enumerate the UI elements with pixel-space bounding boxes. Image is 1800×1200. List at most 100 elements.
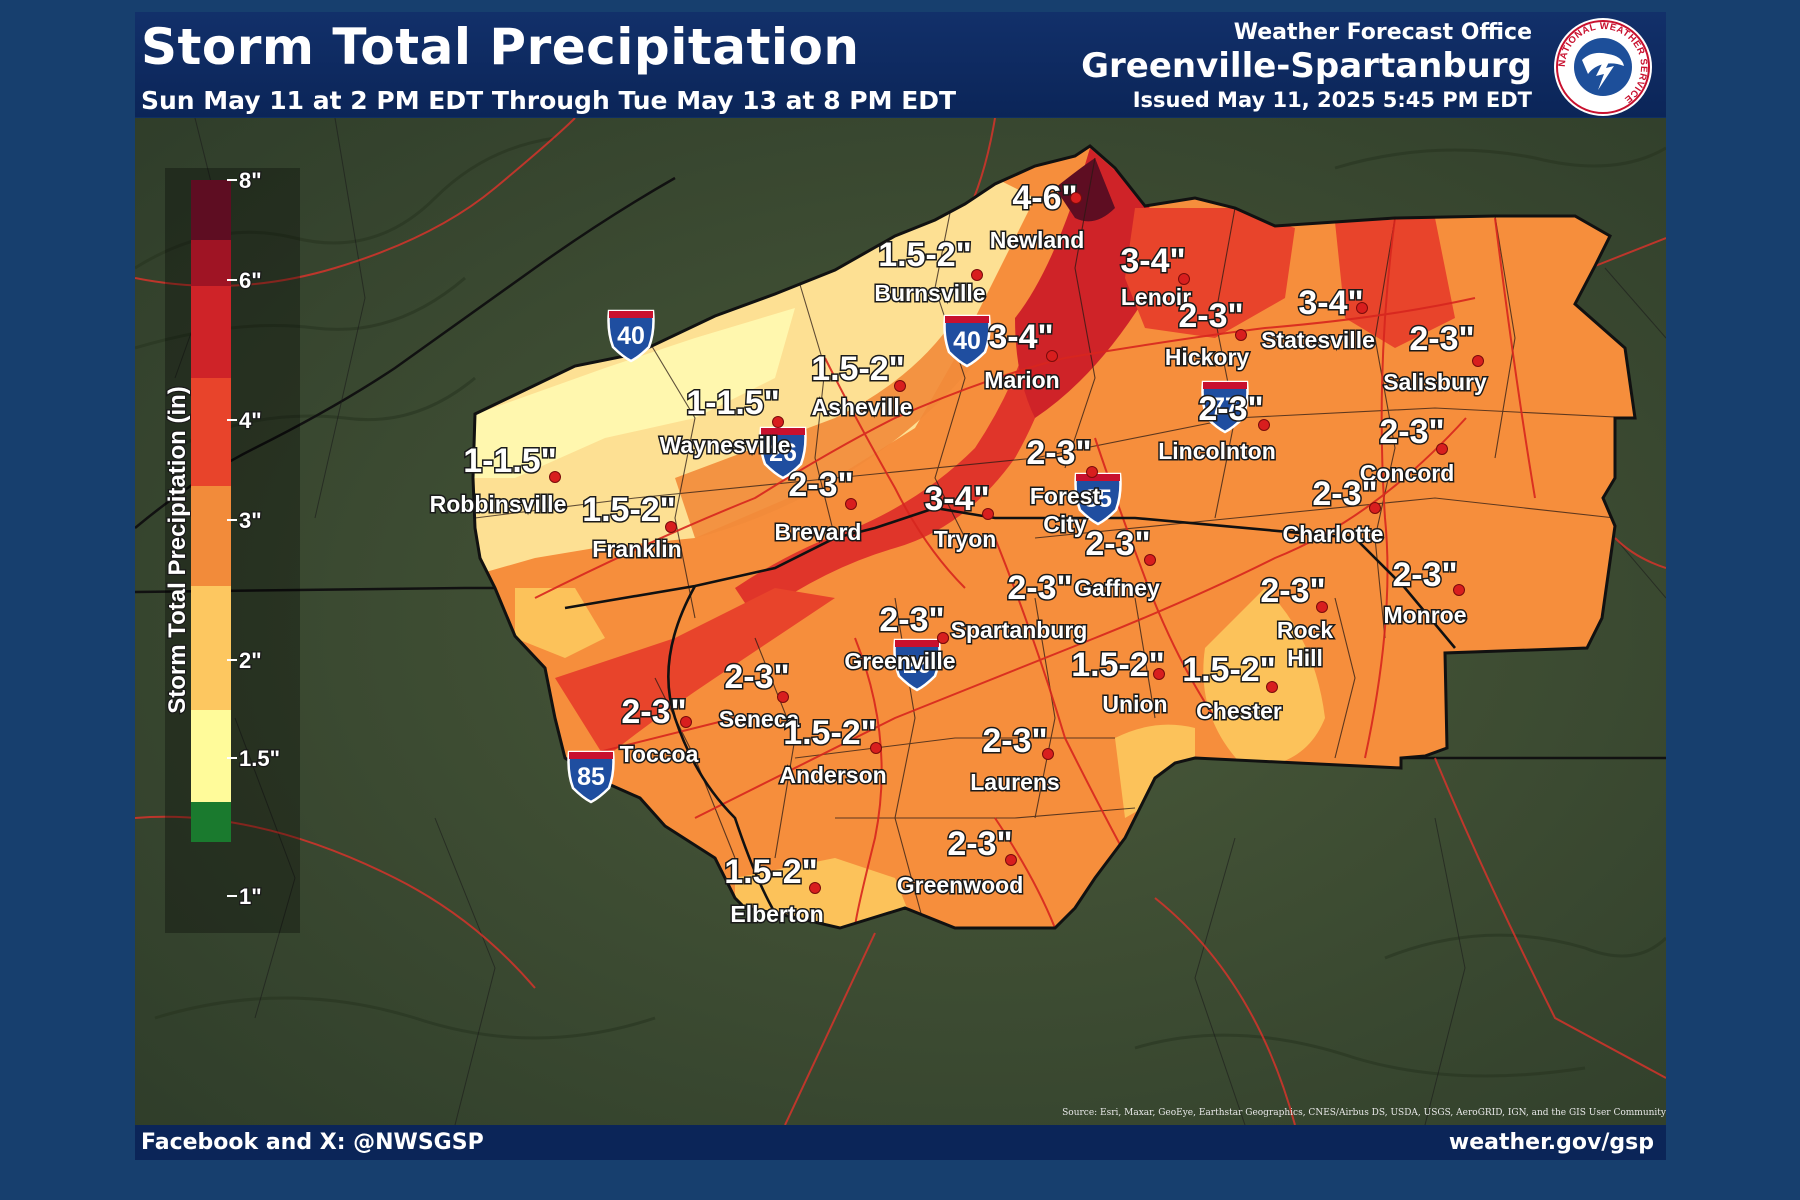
interstate-40-west-number: 40: [617, 322, 645, 350]
legend-tick-1: 6": [239, 268, 262, 293]
laurens-precip-range: 2-3": [982, 722, 1047, 760]
location-gaffney: 2-3" Gaffney: [1073, 524, 1162, 603]
interstate-85-west-shield-icon: 85: [567, 750, 615, 804]
interstate-26-south-number: 26: [903, 651, 931, 679]
location-laurens: 2-3" Laurens: [969, 721, 1061, 797]
brevard-city-name: Brevard: [775, 519, 862, 545]
asheville-precip-range: 1.5-2": [811, 350, 905, 388]
county-lines: [474, 157, 1635, 928]
location-salisbury: 2-3" Salisbury: [1382, 319, 1489, 397]
concord-city-name: Concord: [1360, 460, 1455, 486]
robbinsville-city-marker-icon: [549, 471, 561, 483]
legend-tick-4: 2": [239, 648, 262, 673]
location-spartanburg: 2-3" Spartanburg: [937, 568, 1089, 645]
lenoir-city-marker-icon: [1178, 273, 1190, 285]
marion-precip-range: 3-4": [988, 318, 1053, 356]
website-link[interactable]: weather.gov/gsp: [1448, 1130, 1654, 1155]
location-charlotte: 2-3" Charlotte: [1281, 474, 1385, 549]
location-hickory: 2-3" Hickory: [1163, 296, 1251, 372]
rock-hill-precip-range: 2-3": [1260, 572, 1325, 610]
monroe-city-marker-icon: [1453, 584, 1465, 596]
legend-color-6: [191, 710, 231, 802]
lincolnton-city-marker-icon: [1258, 419, 1270, 431]
salisbury-city-name: Salisbury: [1383, 369, 1487, 395]
toccoa-city-marker-icon: [680, 716, 692, 728]
map-source-credit: Source: Esri, Maxar, GeoEye, Earthstar G…: [1062, 1108, 1666, 1118]
gaffney-city-marker-icon: [1144, 554, 1156, 566]
tryon-city-name: Tryon: [934, 526, 997, 552]
legend-title: Storm Total Precipitation (in): [164, 386, 191, 714]
social-handle[interactable]: Facebook and X: @NWSGSP: [141, 1130, 484, 1155]
forecast-area-outline: [471, 144, 1637, 930]
greenville-city-name: Greenville: [844, 648, 955, 674]
location-concord: 2-3" Concord: [1358, 412, 1456, 488]
location-union: 1.5-2" Union: [1070, 645, 1169, 719]
interstate-77-shield-icon: 77: [1201, 380, 1249, 434]
graphic-frame: Storm Total Precipitation Sun May 11 at …: [135, 12, 1666, 1160]
charlotte-city-marker-icon: [1369, 502, 1381, 514]
waynesville-precip-range: 1-1.5": [686, 384, 780, 422]
anderson-precip-range: 1.5-2": [783, 714, 877, 752]
location-elberton: 1.5-2" Elberton: [723, 852, 825, 929]
location-rock-hill: 2-3" Rock Hill: [1259, 571, 1335, 673]
location-labels: 4-6"Newland1.5-2"Burnsville3-4"Lenoir2-3…: [428, 178, 1489, 929]
burnsville-precip-range: 1.5-2": [878, 236, 972, 274]
legend: Storm Total Precipitation (in) 8" 6" 4" 3" 2…: [163, 167, 300, 933]
laurens-city-name: Laurens: [970, 769, 1059, 795]
anderson-city-marker-icon: [870, 742, 882, 754]
charlotte-city-name: Charlotte: [1283, 521, 1384, 547]
statesville-city-marker-icon: [1356, 302, 1368, 314]
page-title: Storm Total Precipitation: [141, 18, 860, 76]
location-newland: 4-6" Newland: [988, 178, 1086, 255]
interstate-40-east-number: 40: [953, 327, 981, 355]
burnsville-city-name: Burnsville: [874, 280, 985, 306]
location-tryon: 3-4" Tryon: [923, 479, 998, 554]
rock-hill-city-marker-icon: [1316, 601, 1328, 613]
location-forest-city: 2-3" Forest City: [1025, 433, 1102, 539]
concord-city-marker-icon: [1436, 443, 1448, 455]
forest-city-city-name: Forest City: [1030, 483, 1101, 537]
location-chester: 1.5-2" Chester: [1181, 650, 1284, 726]
salisbury-precip-range: 2-3": [1409, 320, 1474, 358]
legend-tick-2: 4": [239, 408, 262, 433]
monroe-city-name: Monroe: [1383, 602, 1466, 628]
legend-color-5: [191, 586, 231, 710]
elberton-city-name: Elberton: [730, 901, 823, 927]
location-asheville: 1.5-2" Asheville: [810, 349, 914, 422]
legend-color-1: [191, 240, 231, 286]
toccoa-precip-range: 2-3": [621, 693, 686, 731]
location-brevard: 2-3" Brevard: [773, 465, 863, 547]
office-name: Greenville-Spartanburg: [1081, 46, 1532, 86]
interstate-26-north-number: 26: [769, 439, 797, 467]
union-city-marker-icon: [1153, 668, 1165, 680]
chester-precip-range: 1.5-2": [1182, 651, 1276, 689]
legend-color-0: [191, 180, 231, 240]
interstate-26-north-shield-icon: 26: [759, 426, 807, 480]
statesville-city-name: Statesville: [1261, 327, 1375, 353]
footer-bar: Facebook and X: @NWSGSP weather.gov/gsp: [135, 1125, 1666, 1160]
interstate-77-number: 77: [1211, 393, 1239, 421]
location-statesville: 3-4" Statesville: [1260, 283, 1377, 355]
union-city-name: Union: [1102, 691, 1167, 717]
waynesville-city-marker-icon: [772, 416, 784, 428]
interstate-26-south-shield-icon: 26: [893, 638, 941, 692]
laurens-city-marker-icon: [1042, 748, 1054, 760]
marion-city-name: Marion: [984, 367, 1059, 393]
statesville-precip-range: 3-4": [1298, 284, 1363, 322]
franklin-precip-range: 1.5-2": [582, 491, 676, 529]
gaffney-precip-range: 2-3": [1085, 525, 1150, 563]
forest-city-precip-range: 2-3": [1026, 434, 1091, 472]
location-seneca: 2-3" Seneca: [717, 657, 801, 734]
location-monroe: 2-3" Monroe: [1382, 555, 1468, 630]
greenville-precip-range: 2-3": [879, 601, 944, 639]
tryon-precip-range: 3-4": [924, 480, 989, 518]
lenoir-city-name: Lenoir: [1121, 284, 1191, 310]
legend-tick-3: 3": [239, 508, 262, 533]
seneca-city-marker-icon: [777, 691, 789, 703]
lenoir-precip-range: 3-4": [1120, 242, 1185, 280]
precipitation-map: Storm Total Precipitation (in) 8" 6" 4" 3" 2…: [135, 118, 1666, 1125]
valid-period: Sun May 11 at 2 PM EDT Through Tue May 1…: [141, 86, 957, 115]
salisbury-city-marker-icon: [1472, 355, 1484, 367]
inner-state-borders: [564, 506, 1456, 914]
legend-color-7: [191, 802, 231, 842]
